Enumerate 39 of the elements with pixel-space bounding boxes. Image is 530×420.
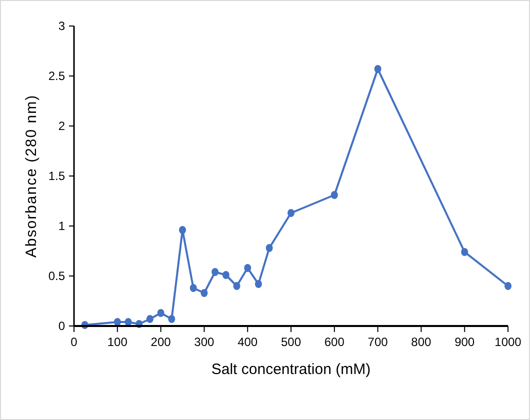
x-tick-label: 500: [280, 335, 302, 349]
x-tick-label: 600: [324, 335, 345, 349]
y-tick-label: 2: [58, 119, 66, 134]
x-tick-label: 100: [107, 335, 128, 349]
x-tick-label: 400: [238, 335, 258, 349]
point: [146, 315, 154, 323]
point: [254, 280, 262, 288]
x-tick-label: 700: [368, 335, 388, 349]
point: [124, 318, 132, 326]
point: [266, 244, 273, 252]
point: [190, 284, 197, 292]
x-axis-title: Salt concentration (mM): [211, 361, 371, 378]
point: [288, 209, 294, 217]
x-tick-label: 200: [150, 335, 172, 349]
point: [461, 248, 468, 256]
y-tick-label: 1.5: [48, 169, 66, 184]
y-tick-label: 0: [58, 319, 66, 334]
point: [157, 309, 164, 317]
y-tick-label: 2.5: [48, 69, 66, 84]
point: [330, 191, 338, 199]
point: [168, 315, 176, 323]
y-tick-label: 1: [58, 219, 66, 234]
point: [374, 65, 382, 73]
y-axis-title: Absorbance (280 nm): [23, 94, 40, 258]
point: [504, 282, 512, 290]
x-tick-label: 800: [411, 335, 432, 349]
point: [114, 318, 121, 326]
point: [179, 226, 186, 234]
x-tick-label: 900: [454, 335, 475, 349]
y-tick-label: 3: [58, 19, 66, 34]
x-tick-label: 300: [194, 335, 215, 349]
point: [233, 282, 240, 290]
point: [200, 289, 208, 297]
point: [244, 264, 252, 272]
y-tick-label: 0.5: [48, 269, 66, 284]
point: [222, 271, 230, 279]
x-tick-label: 0: [70, 335, 78, 349]
x-tick-label: 1000: [494, 335, 522, 349]
point: [212, 268, 219, 276]
